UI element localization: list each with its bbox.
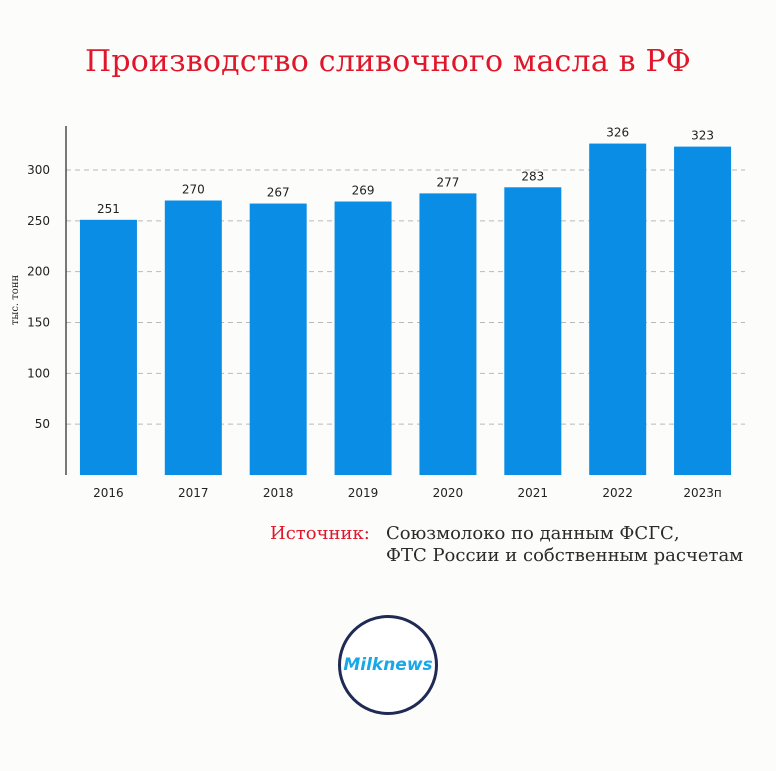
x-tick-label: 2017 <box>178 486 209 500</box>
x-tick-labels: 2016 2017 2018 2019 2020 2021 2022 2023п <box>93 486 722 500</box>
bar-2022 <box>589 143 647 476</box>
source-line-2: ФТС России и собственным расчетам <box>386 545 744 566</box>
value-label: 267 <box>267 186 290 200</box>
x-tick-label: 2020 <box>433 486 464 500</box>
milknews-logo: Milknews <box>338 615 438 715</box>
value-label: 270 <box>182 183 205 197</box>
y-axis-label: тыс. тонн <box>10 275 21 326</box>
logo-text: Milknews <box>343 655 433 675</box>
bar-2021 <box>504 187 562 476</box>
chart-title: Производство сливочного масла в РФ <box>85 44 691 79</box>
bar-2016 <box>79 219 137 475</box>
value-label: 326 <box>606 126 629 140</box>
bar-2023п <box>674 146 732 475</box>
value-label: 323 <box>691 129 714 143</box>
value-label: 269 <box>352 184 375 198</box>
y-tick-labels: 50 100 150 200 250 300 <box>27 163 50 431</box>
source-line-1: Союзмолоко по данным ФСГС, <box>386 523 680 544</box>
y-tick-label: 300 <box>27 163 50 177</box>
x-tick-label: 2016 <box>93 486 124 500</box>
value-label: 251 <box>97 202 120 216</box>
y-tick-label: 250 <box>27 214 50 228</box>
bars <box>79 143 732 476</box>
y-tick-label: 50 <box>35 417 50 431</box>
y-tick-label: 150 <box>27 316 50 330</box>
source-label: Источник: <box>270 523 370 544</box>
x-tick-label: 2019 <box>348 486 379 500</box>
x-tick-label: 2021 <box>518 486 549 500</box>
value-label: 283 <box>521 169 544 183</box>
y-tick-label: 200 <box>27 265 50 279</box>
x-tick-label: 2018 <box>263 486 294 500</box>
x-tick-label: 2023п <box>683 486 721 500</box>
value-label: 277 <box>436 175 459 189</box>
x-tick-label: 2022 <box>602 486 633 500</box>
source-text: Союзмолоко по данным ФСГС, ФТС России и … <box>386 523 743 567</box>
bar-2018 <box>249 203 307 476</box>
bar-2020 <box>419 193 477 475</box>
bar-2019 <box>334 201 392 475</box>
bar-2017 <box>164 200 222 475</box>
value-labels: 251 270 267 269 277 283 326 323 <box>97 126 714 216</box>
y-tick-label: 100 <box>27 366 50 380</box>
bar-chart: 50 100 150 200 250 300 251 270 267 269 277 283 326 3… <box>10 126 745 500</box>
